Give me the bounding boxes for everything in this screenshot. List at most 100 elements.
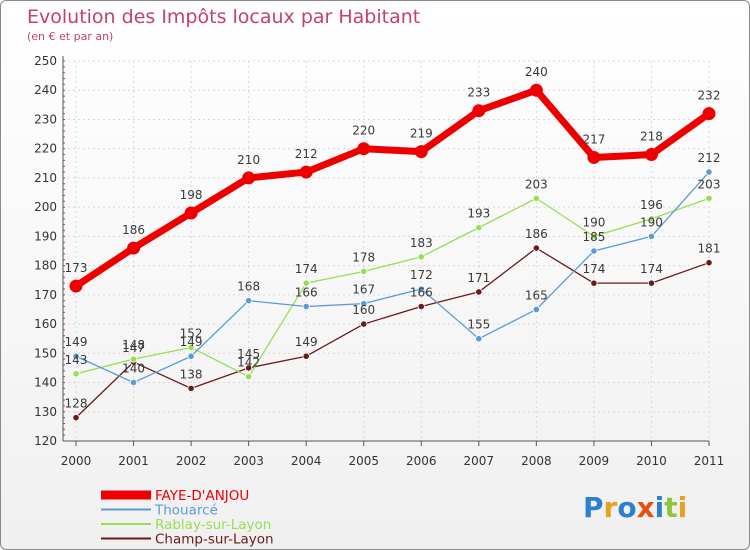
- data-point: [360, 320, 368, 328]
- logo-text: Proxiti: [583, 491, 687, 524]
- data-point: [590, 279, 598, 287]
- data-point: [129, 355, 138, 363]
- data-point: [72, 414, 80, 422]
- data-point: [532, 305, 540, 314]
- data-point: [705, 168, 713, 176]
- x-tick-label: 2008: [521, 454, 552, 468]
- data-label: 143: [65, 353, 88, 367]
- data-label: 168: [237, 280, 260, 294]
- y-tick-label: 220: [34, 142, 57, 156]
- data-label: 218: [640, 130, 663, 144]
- x-tick-label: 2006: [406, 454, 437, 468]
- data-point: [705, 194, 713, 202]
- chart-title: Evolution des Impôts locaux par Habitant: [27, 6, 420, 28]
- data-label: 210: [237, 153, 260, 167]
- series-line: [75, 247, 710, 419]
- series-line: [75, 171, 710, 384]
- data-label: 165: [525, 288, 548, 302]
- data-point: [475, 288, 483, 296]
- data-label: 138: [180, 367, 203, 381]
- y-tick-label: 210: [34, 171, 57, 185]
- data-point: [302, 279, 310, 287]
- data-point: [72, 370, 80, 378]
- data-label: 217: [582, 132, 605, 146]
- data-label: 167: [352, 283, 375, 297]
- data-point: [532, 244, 540, 252]
- y-tick-label: 120: [34, 434, 57, 448]
- data-point: [532, 194, 540, 202]
- data-label: 190: [582, 215, 605, 229]
- grid: [63, 60, 710, 442]
- data-point: [475, 335, 483, 343]
- x-tick-label: 2010: [636, 454, 667, 468]
- y-tick-label: 160: [34, 317, 57, 331]
- data-label: 178: [352, 250, 375, 264]
- data-label: 128: [65, 397, 88, 411]
- data-point: [187, 343, 195, 352]
- data-label: 160: [352, 303, 375, 317]
- data-point: [587, 150, 601, 164]
- data-label: 172: [410, 268, 433, 282]
- data-label: 183: [410, 236, 433, 250]
- y-tick-label: 180: [34, 259, 57, 273]
- series-line: [75, 197, 710, 378]
- data-labels: 128 147 138 145 149 160 166 171 186 174 174 181 143 1…: [65, 65, 721, 410]
- data-point: [647, 232, 656, 240]
- data-point: [187, 384, 195, 392]
- data-point: [417, 253, 425, 261]
- data-point: [184, 206, 198, 220]
- data-label: 203: [698, 177, 721, 191]
- data-point: [245, 373, 253, 381]
- data-point: [360, 267, 368, 276]
- data-point: [475, 224, 483, 232]
- data-label: 181: [698, 242, 721, 256]
- data-label: 142: [237, 356, 260, 370]
- x-tick-label: 2003: [233, 454, 264, 468]
- x-tick-label: 2007: [464, 454, 495, 468]
- data-label: 196: [640, 198, 663, 212]
- data-label: 149: [65, 335, 88, 349]
- y-tick-label: 190: [34, 229, 57, 243]
- data-label: 186: [525, 227, 548, 241]
- data-point: [647, 215, 656, 223]
- y-tick-label: 240: [34, 83, 57, 97]
- series-faye-d-anjou: [69, 83, 716, 293]
- data-point: [705, 259, 713, 267]
- y-tick-label: 130: [34, 405, 57, 419]
- y-tick-label: 250: [34, 54, 57, 68]
- x-tick-label: 2002: [176, 454, 207, 468]
- data-point: [414, 145, 428, 159]
- x-tick-label: 2005: [348, 454, 379, 468]
- data-label: 148: [122, 338, 145, 352]
- data-point: [127, 241, 141, 255]
- data-point: [302, 352, 310, 360]
- data-point: [590, 232, 598, 240]
- legend: FAYE-D'ANJOUThouarcéRablay-sur-LayonCham…: [101, 488, 274, 548]
- data-label: 145: [237, 347, 260, 361]
- data-point: [360, 300, 368, 308]
- x-tick-label: 2000: [61, 454, 92, 468]
- data-point: [245, 364, 253, 372]
- data-label: 171: [467, 271, 490, 285]
- data-label: 212: [698, 151, 721, 165]
- series-lines: [69, 83, 716, 422]
- legend-label: Champ-sur-Layon: [155, 532, 274, 548]
- proxiti-logo: Proxiti: [583, 491, 687, 524]
- legend-label: Thouarcé: [154, 503, 218, 519]
- legend-label: FAYE-D'ANJOU: [155, 488, 249, 504]
- x-tick-label: 2001: [118, 454, 149, 468]
- data-point: [302, 302, 310, 311]
- data-point: [702, 107, 716, 121]
- series-thouarce: [72, 168, 713, 387]
- data-label: 174: [582, 262, 605, 276]
- data-label: 186: [122, 223, 145, 237]
- data-label: 185: [582, 230, 605, 244]
- data-point: [187, 352, 195, 360]
- y-tick-label: 140: [34, 376, 57, 390]
- data-label: 149: [295, 335, 318, 349]
- data-label: 140: [122, 362, 145, 376]
- data-point: [529, 83, 543, 97]
- data-label: 174: [640, 262, 663, 276]
- data-label: 212: [295, 147, 318, 161]
- data-label: 173: [65, 261, 88, 275]
